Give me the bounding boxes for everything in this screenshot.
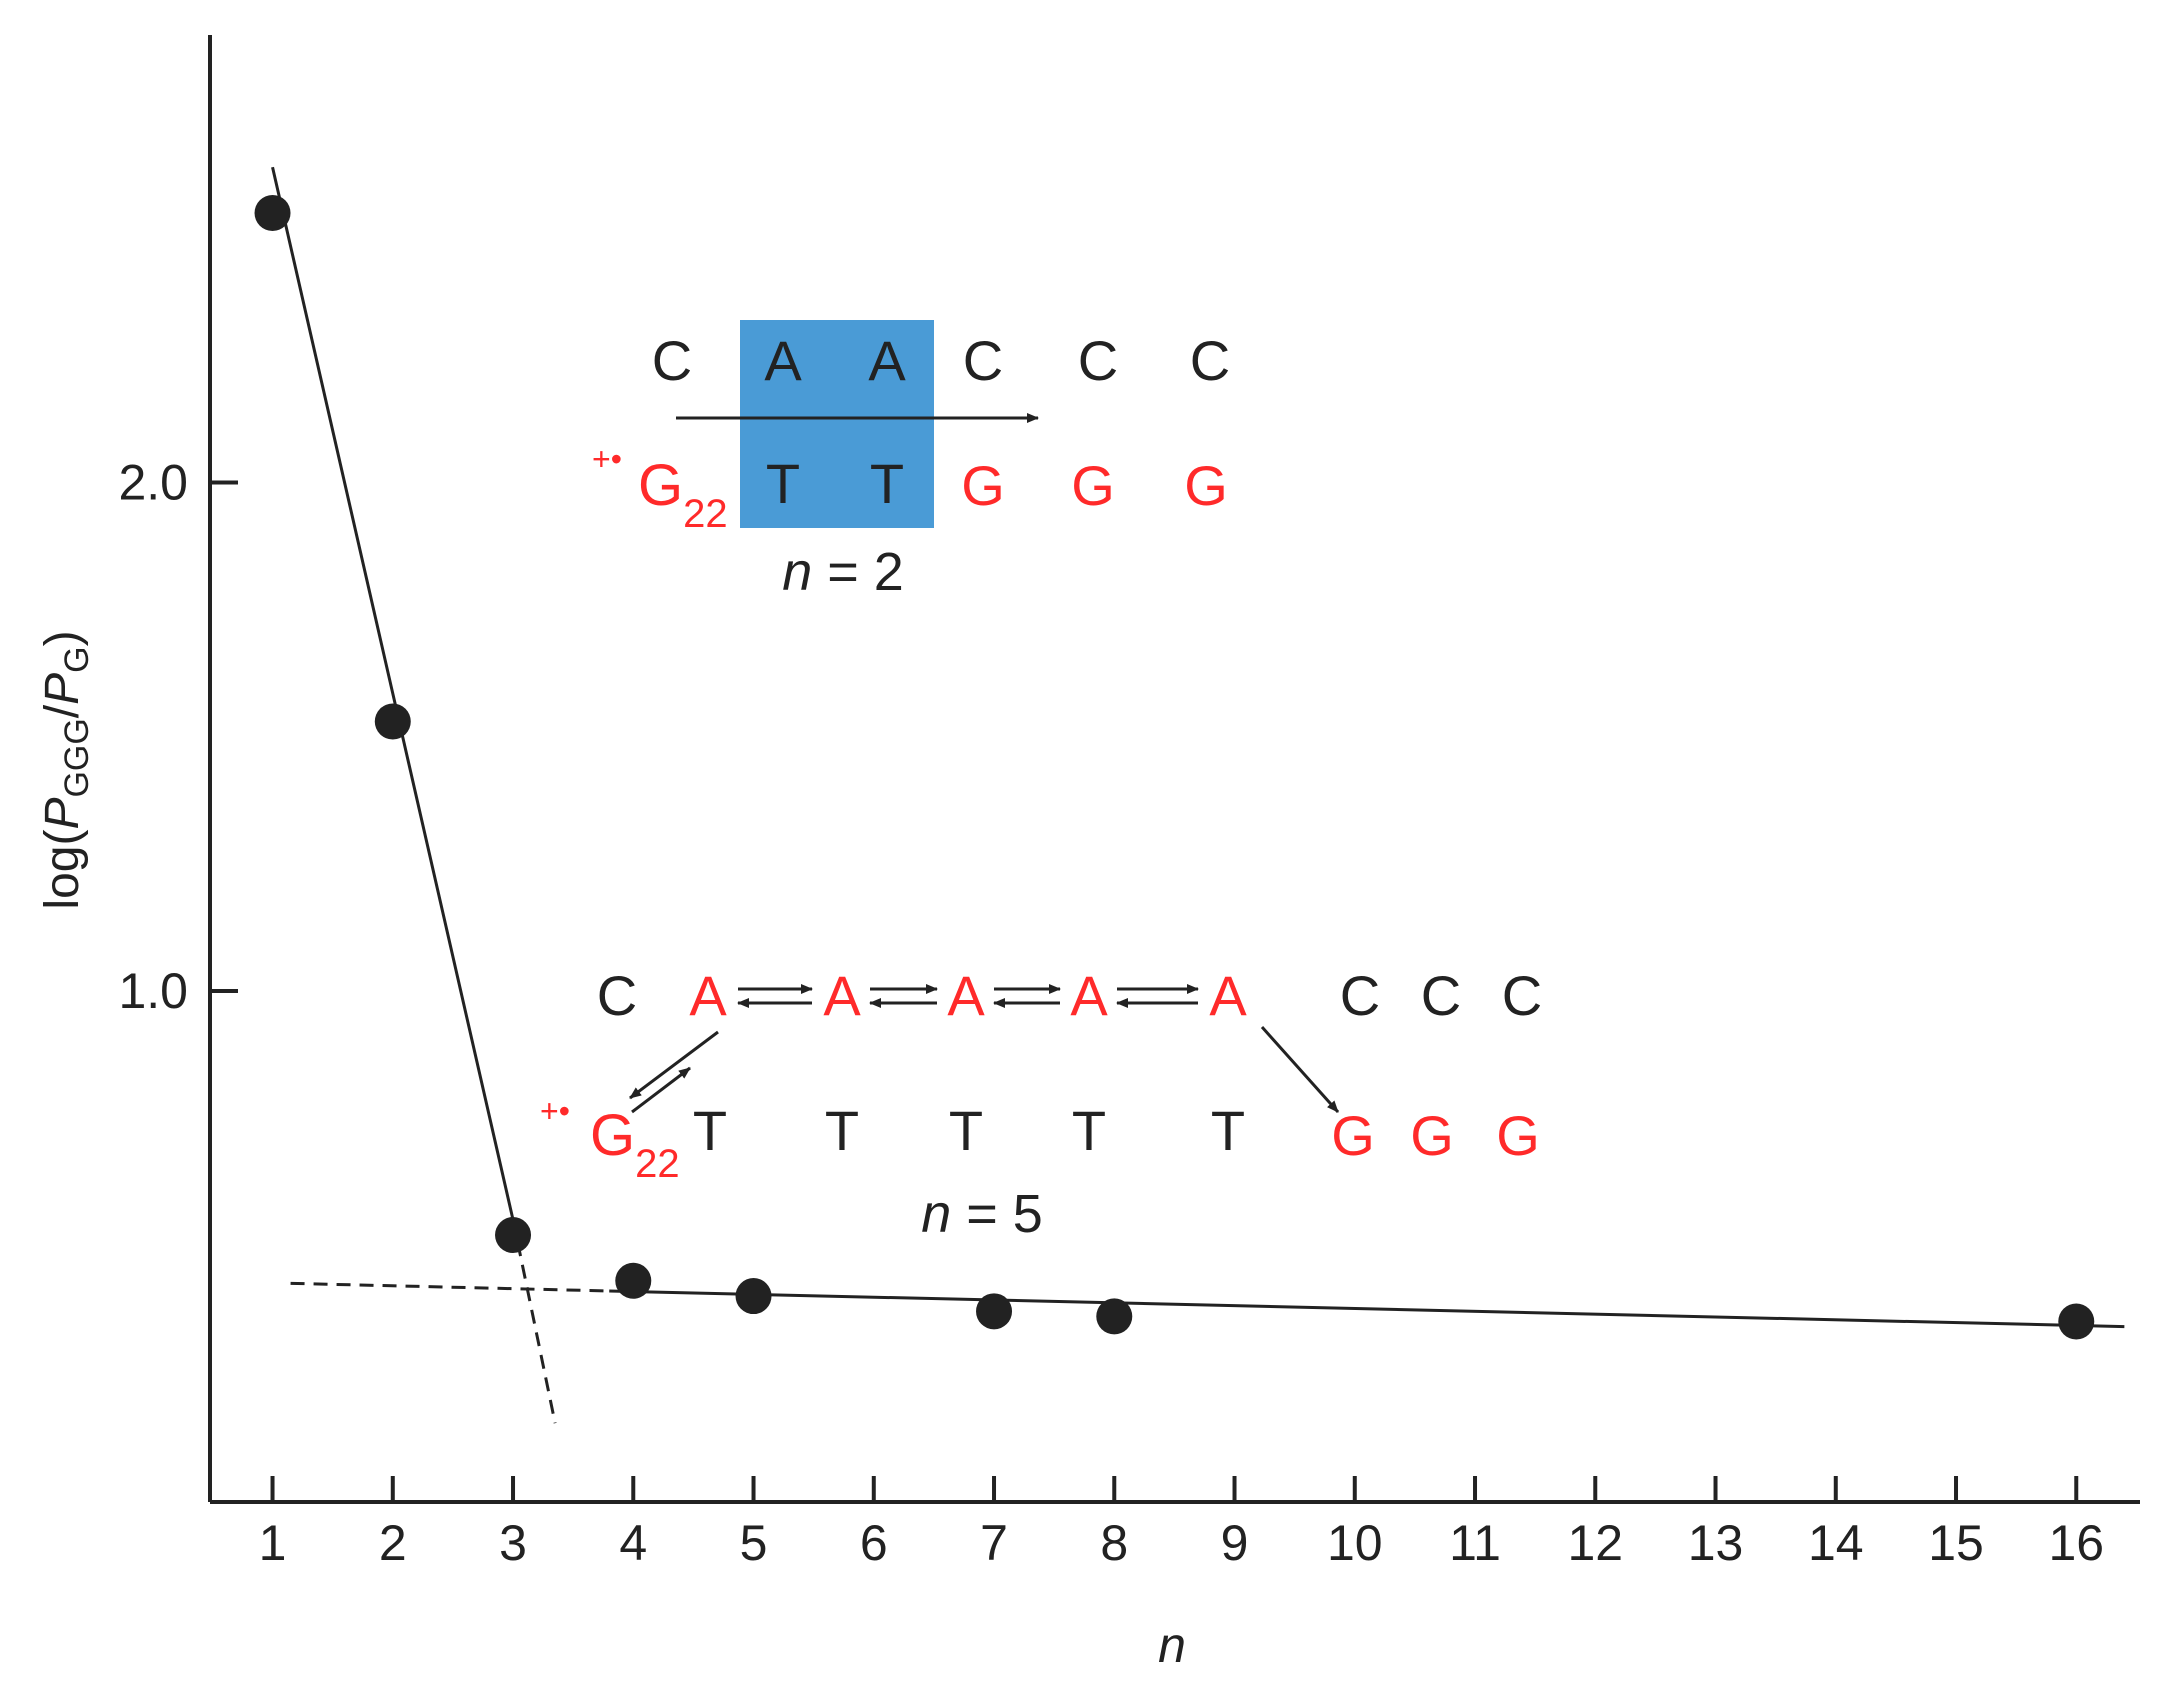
n5-top-base: C (1340, 964, 1380, 1027)
y-ticks: 1.0 2.0 (118, 454, 238, 1019)
n2-bottom-base: G (1071, 454, 1115, 517)
y-tick-label: 1.0 (118, 963, 188, 1019)
n2-top-base: C (963, 329, 1003, 392)
n2-top-base: A (764, 329, 802, 392)
n5-bottom-base: G (1331, 1104, 1375, 1167)
fit-line-solid (609, 1289, 2125, 1329)
x-tick-label: 12 (1567, 1515, 1623, 1571)
n5-adenine: A (823, 964, 861, 1027)
inset-n2: C A A C C C +• G22 T T G G G n = 2 (592, 320, 1230, 602)
data-point (735, 1278, 772, 1315)
n5-radical-charge: +• (540, 1093, 570, 1129)
x-tick-label: 11 (1449, 1515, 1501, 1571)
n2-radical-charge: +• (592, 441, 622, 477)
n2-bottom-base: G (1184, 454, 1228, 517)
data-point (2058, 1303, 2095, 1340)
data-point (1096, 1298, 1133, 1335)
n2-top-base: C (1078, 329, 1118, 392)
data-point (615, 1262, 652, 1299)
x-tick-label: 15 (1928, 1515, 1984, 1571)
x-tick-label: 7 (980, 1515, 1008, 1571)
data-point (495, 1217, 532, 1254)
n5-bottom-base: G (1410, 1104, 1454, 1167)
inset-n2-highlight-box (740, 320, 934, 528)
n5-top-base: C (1421, 964, 1461, 1027)
n2-top-base: A (868, 329, 906, 392)
n2-bottom-base: T (870, 452, 904, 515)
x-tick-label: 3 (499, 1515, 527, 1571)
x-tick-label: 2 (379, 1515, 407, 1571)
fit-line-dashed (290, 1281, 610, 1293)
n5-top-base: C (1502, 964, 1542, 1027)
n5-bottom-base: T (949, 1099, 983, 1162)
x-tick-label: 5 (740, 1515, 768, 1571)
x-ticks: 1 2 3 4 5 6 7 8 9 10 11 12 13 14 15 16 (259, 1476, 2104, 1571)
fit-line-dashed (511, 1219, 557, 1424)
n2-top-base: C (1190, 329, 1230, 392)
n5-bottom-base: T (1072, 1099, 1106, 1162)
n2-guanine-22: G22 (638, 453, 728, 536)
x-tick-label: 10 (1327, 1515, 1383, 1571)
x-tick-label: 8 (1100, 1515, 1128, 1571)
n5-bottom-base: G (1496, 1104, 1540, 1167)
data-point (374, 703, 411, 740)
data-points (254, 194, 2095, 1340)
y-tick-label: 2.0 (118, 454, 188, 510)
n5-bottom-base: T (1211, 1099, 1245, 1162)
x-tick-label: 13 (1688, 1515, 1744, 1571)
n5-guanine-22: G22 (590, 1103, 680, 1186)
n2-label: n = 2 (782, 542, 904, 602)
n5-hop-arrows (629, 984, 1340, 1114)
fit-lines (271, 166, 2125, 1424)
inset-n5: C A A A A A C C C +• G22 T T T T (540, 964, 1542, 1244)
x-tick-label: 4 (619, 1515, 647, 1571)
x-tick-label: 1 (259, 1515, 287, 1571)
n5-adenine: A (947, 964, 985, 1027)
n5-adenine: A (1070, 964, 1108, 1027)
data-point (976, 1293, 1013, 1330)
x-tick-label: 14 (1808, 1515, 1864, 1571)
data-point (254, 194, 291, 231)
n5-bottom-base: T (825, 1099, 859, 1162)
n5-top-base: C (597, 964, 637, 1027)
x-tick-label: 16 (2048, 1515, 2104, 1571)
n2-bottom-base: T (766, 452, 800, 515)
x-tick-label: 6 (860, 1515, 888, 1571)
y-axis-label: log(PGGG/PG) (36, 630, 96, 909)
n2-bottom-base: G (961, 454, 1005, 517)
n5-label: n = 5 (921, 1184, 1043, 1244)
x-tick-label: 9 (1221, 1515, 1249, 1571)
n5-bottom-base: T (693, 1099, 727, 1162)
x-axis-label: n (1158, 1617, 1186, 1673)
fit-line-solid (271, 166, 515, 1221)
n5-adenine: A (1209, 964, 1247, 1027)
n2-top-base: C (652, 329, 692, 392)
n5-adenine: A (689, 964, 727, 1027)
